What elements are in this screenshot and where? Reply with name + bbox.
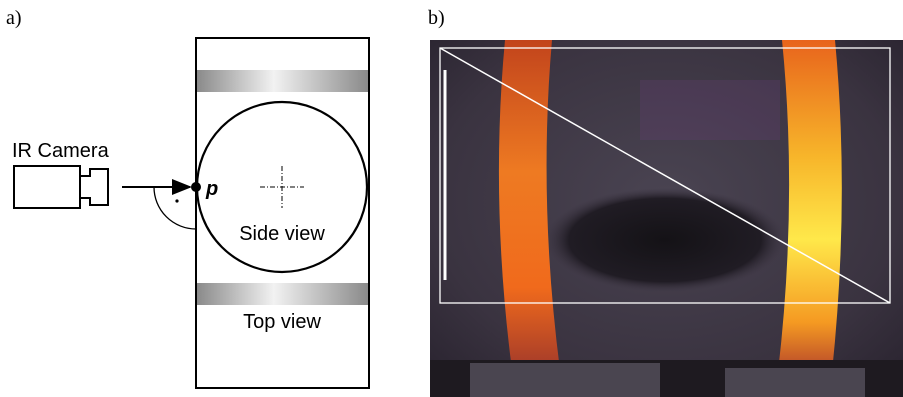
texture: [640, 80, 780, 140]
point: [191, 182, 201, 192]
camera-label: IR Camera: [12, 140, 110, 162]
support: [470, 363, 660, 397]
side-label: Side view: [239, 223, 325, 245]
panel-label: a): [6, 7, 22, 29]
page: {"panel_a": {"label": "a)", "camera_labe…: [0, 0, 903, 397]
camera-body: [14, 166, 80, 208]
figure: a) IR Camera p Side view Top view b): [0, 0, 903, 397]
point-label: p: [205, 178, 218, 200]
panel-label: b): [428, 7, 445, 29]
angle-dot: [175, 199, 178, 202]
roller: [197, 70, 368, 92]
dark-region: [545, 188, 785, 292]
angle-arc: [154, 187, 196, 229]
camera-lens: [80, 169, 108, 205]
support: [725, 368, 865, 397]
roller: [197, 283, 368, 305]
top-label: Top view: [243, 311, 321, 333]
